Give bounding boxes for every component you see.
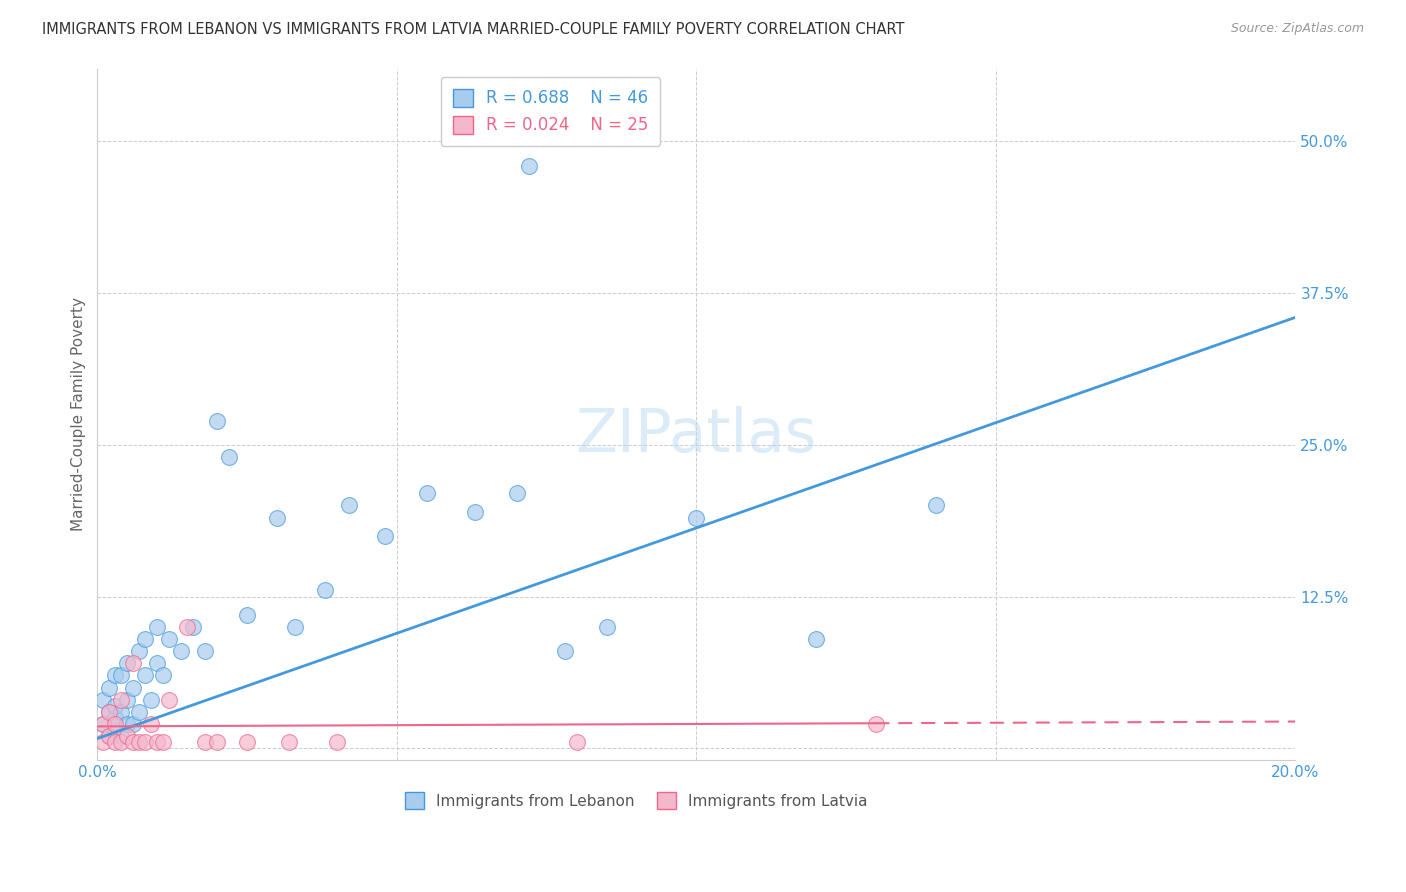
Point (104, 698, 127, 713)
Y-axis label: Married-Couple Family Poverty: Married-Couple Family Poverty (72, 297, 86, 532)
Point (176, 620, 198, 634)
Point (122, 735, 145, 749)
Point (134, 668, 156, 682)
Point (565, 735, 588, 749)
Point (278, 735, 301, 749)
Point (236, 735, 259, 749)
Point (194, 644, 217, 658)
Point (146, 620, 169, 634)
Point (117, 692, 139, 706)
Point (554, 644, 576, 658)
Point (505, 486, 527, 500)
Point (93, 717, 115, 731)
Point (93, 735, 115, 749)
Legend: Immigrants from Lebanon, Immigrants from Latvia: Immigrants from Lebanon, Immigrants from… (399, 786, 873, 815)
Point (134, 735, 156, 749)
Point (117, 729, 139, 743)
Point (337, 499, 360, 513)
Point (104, 711, 127, 725)
Point (104, 723, 127, 737)
Point (104, 668, 127, 682)
Point (110, 735, 132, 749)
Point (104, 717, 127, 731)
Point (284, 620, 307, 634)
Point (146, 657, 169, 671)
Point (128, 644, 150, 658)
Point (685, 510, 707, 524)
Point (110, 705, 132, 719)
Point (194, 735, 217, 749)
Point (122, 717, 145, 731)
Point (595, 620, 617, 634)
Point (152, 668, 174, 682)
Point (110, 729, 132, 743)
Point (122, 681, 145, 695)
Point (93, 717, 115, 731)
Point (98, 729, 121, 743)
Point (128, 705, 150, 719)
Point (110, 692, 132, 706)
Point (152, 735, 174, 749)
Point (205, 413, 228, 427)
Point (374, 529, 396, 543)
Point (117, 657, 139, 671)
Point (326, 735, 349, 749)
Point (134, 632, 156, 646)
Point (117, 717, 139, 731)
Point (98, 705, 121, 719)
Point (314, 583, 336, 598)
Point (865, 717, 887, 731)
Point (93, 692, 115, 706)
Point (98, 681, 121, 695)
Point (122, 657, 145, 671)
Point (205, 735, 228, 749)
Point (416, 486, 439, 500)
Point (141, 717, 163, 731)
Point (236, 607, 259, 622)
Point (517, 159, 540, 173)
Text: ZIPatlas: ZIPatlas (575, 406, 817, 465)
Point (806, 632, 828, 646)
Point (925, 499, 948, 513)
Text: Source: ZipAtlas.com: Source: ZipAtlas.com (1230, 22, 1364, 36)
Text: IMMIGRANTS FROM LEBANON VS IMMIGRANTS FROM LATVIA MARRIED-COUPLE FAMILY POVERTY : IMMIGRANTS FROM LEBANON VS IMMIGRANTS FR… (42, 22, 904, 37)
Point (128, 735, 150, 749)
Point (146, 735, 169, 749)
Point (181, 620, 204, 634)
Point (157, 632, 180, 646)
Point (98, 729, 121, 743)
Point (170, 644, 193, 658)
Point (464, 504, 486, 518)
Point (104, 735, 127, 749)
Point (110, 668, 132, 682)
Point (98, 705, 121, 719)
Point (266, 510, 288, 524)
Point (141, 692, 163, 706)
Point (218, 450, 240, 464)
Point (157, 692, 180, 706)
